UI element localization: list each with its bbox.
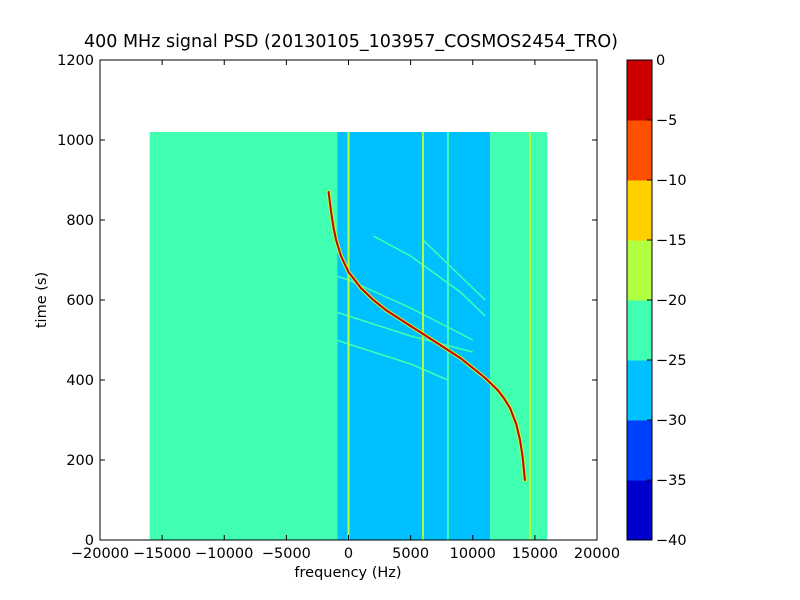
x-axis-label: frequency (Hz) — [294, 565, 401, 581]
y-axis-ticks: 0 200 400 600 800 1000 1200 — [57, 53, 597, 549]
main-signal-trace — [327, 191, 526, 481]
x-tick-label: 0 — [344, 546, 353, 562]
x-tick-label: −20000 — [71, 546, 129, 562]
colorbar-band — [627, 240, 652, 301]
colorbar-tick-label: −15 — [656, 233, 687, 249]
psd-region-2 — [490, 132, 548, 540]
colorbar-tick-label: 0 — [656, 53, 665, 69]
x-tick-label: 15000 — [512, 546, 558, 562]
y-tick-label: 0 — [85, 533, 94, 549]
y-axis-label: time (s) — [34, 272, 50, 328]
x-tick-label: 20000 — [574, 546, 620, 562]
y-tick-label: 400 — [66, 373, 94, 389]
colorbar-tick-label: −25 — [656, 353, 687, 369]
colorbar-tick-label: −30 — [656, 413, 687, 429]
colorbar-tick-label: −40 — [656, 533, 687, 549]
colorbar-band — [627, 300, 652, 361]
colorbar-tick-label: −10 — [656, 173, 687, 189]
y-tick-label: 1200 — [57, 53, 94, 69]
colorbar-tick-label: −20 — [656, 293, 687, 309]
colorbar-band — [627, 360, 652, 421]
y-tick-label: 600 — [66, 293, 94, 309]
faint-trace-0 — [286, 259, 474, 341]
faint-trace-3 — [373, 235, 486, 317]
faint-trace-2 — [310, 331, 449, 381]
colorbar-band — [627, 420, 652, 481]
colorbar: −40 −35 −30 −25 −20 −15 −10 −5 0 — [626, 53, 687, 549]
x-axis-ticks: −20000 −15000 −10000 −5000 0 5000 10000 15000 20… — [71, 60, 620, 562]
x-tick-label: −10000 — [195, 546, 253, 562]
x-tick-label: −15000 — [133, 546, 191, 562]
colorbar-band — [627, 60, 652, 121]
y-tick-label: 800 — [66, 213, 94, 229]
x-tick-label: 10000 — [450, 546, 496, 562]
y-tick-label: 1000 — [57, 133, 94, 149]
plot-area — [149, 132, 548, 540]
colorbar-tick-label: −5 — [656, 113, 677, 129]
x-tick-label: 5000 — [392, 546, 429, 562]
colorbar-band — [627, 120, 652, 181]
colorbar-band — [627, 480, 652, 541]
x-tick-label: −5000 — [262, 546, 311, 562]
psd-region-0 — [149, 132, 338, 540]
y-tick-label: 200 — [66, 453, 94, 469]
psd-region-1 — [337, 132, 491, 540]
colorbar-tick-label: −35 — [656, 473, 687, 489]
plot-frame — [99, 59, 598, 541]
colorbar-band — [627, 180, 652, 241]
chart-title: 400 MHz signal PSD (20130105_103957_COSM… — [84, 32, 618, 52]
